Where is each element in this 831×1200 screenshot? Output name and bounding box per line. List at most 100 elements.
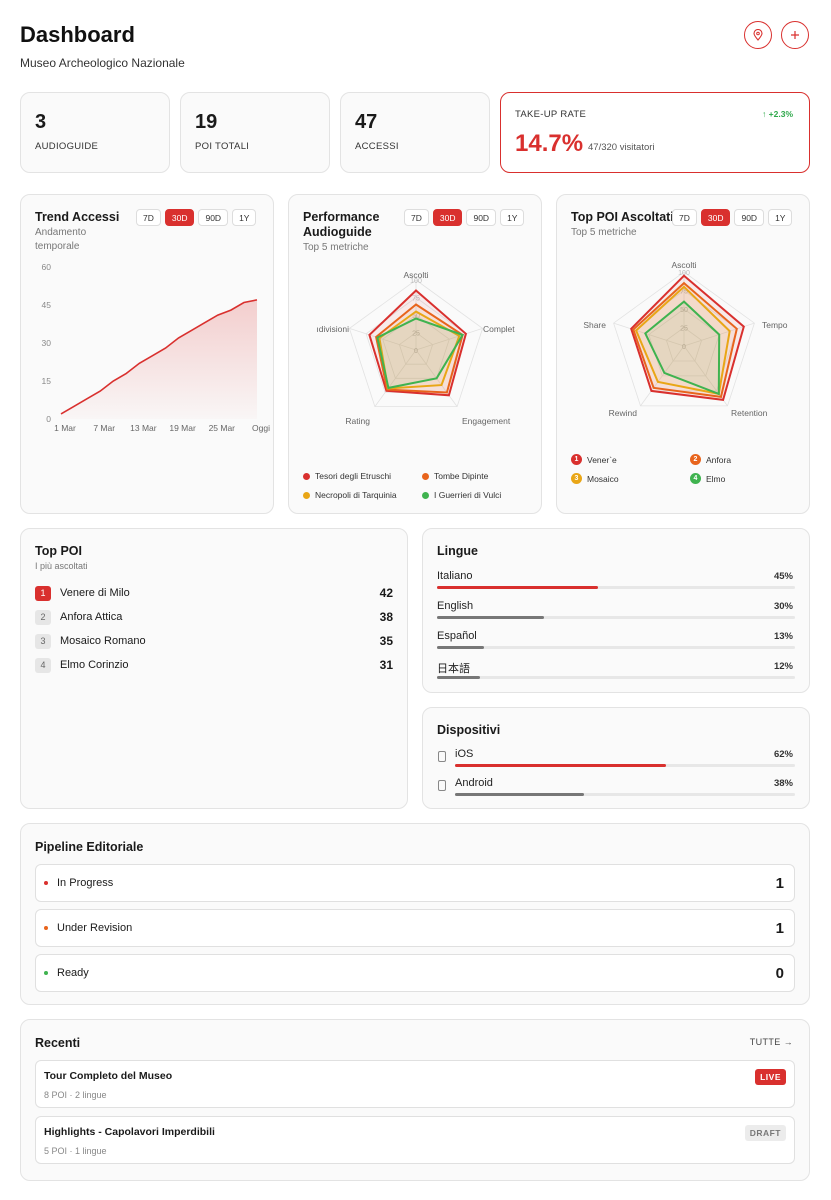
legend-item: I Guerrieri di Vulci: [422, 490, 501, 500]
radar-axis-label: Rating: [345, 416, 370, 426]
range-1y[interactable]: 1Y: [232, 209, 257, 226]
radar-spoke: [613, 322, 685, 347]
device-icon: [438, 751, 446, 762]
legend-item: Tesori degli Etruschi: [303, 471, 391, 481]
recent-meta: 8 POI · 2 lingue: [44, 1090, 107, 1100]
status-dot: [44, 881, 48, 885]
range-selector: 7D 30D 90D 1Y: [672, 209, 793, 226]
kpi-value: 3: [35, 111, 47, 133]
poi-value: 38: [379, 610, 393, 624]
legend-dot: [303, 491, 310, 499]
bar-label: iOS: [455, 748, 474, 760]
add-button[interactable]: [781, 21, 809, 49]
poi-name: Venere di Milo: [60, 587, 130, 599]
kpi-card-accessi: 47 ACCESSI: [340, 92, 490, 173]
kpi-label: ACCESSI: [355, 141, 399, 152]
range-30d[interactable]: 30D: [700, 209, 731, 226]
radar-grid-ring: [613, 271, 755, 407]
poi-row[interactable]: 2 Anfora Attica 38: [35, 608, 393, 626]
recent-item[interactable]: Tour Completo del Museo 8 POI · 2 lingue…: [35, 1060, 795, 1108]
legend-label: Necropoli di Tarquinia: [315, 490, 397, 500]
y-tick-label: 0: [46, 414, 51, 424]
trend-chart: 0 15 30 45 60 1 Mar 7 Mar 13 Mar 19 Mar 25 Mar Ogg…: [42, 262, 271, 433]
progress-fill: [455, 764, 666, 767]
poi-row[interactable]: 1 Venere di Milo 42: [35, 584, 393, 602]
location-button[interactable]: [744, 21, 772, 49]
legend-item: Necropoli di Tarquinia: [303, 490, 397, 500]
top-poi-title: Top POI: [35, 544, 82, 558]
legend-number: 1: [571, 454, 582, 465]
range-90d[interactable]: 90D: [466, 209, 497, 226]
kpi-label: POI TOTALI: [195, 141, 250, 152]
trend-line: [60, 299, 258, 415]
recent-item[interactable]: Highlights - Capolavori Imperdibili 5 PO…: [35, 1116, 795, 1164]
legend-label: Tesori degli Etruschi: [315, 471, 392, 481]
radar-grid-ring: [348, 279, 484, 408]
progress-track: [437, 646, 795, 649]
recent-title: Highlights - Capolavori Imperdibili: [44, 1126, 215, 1138]
range-30d[interactable]: 30D: [432, 209, 463, 226]
radar-tick-label: 0: [414, 348, 418, 355]
trend-card: Trend Accessi Andamento temporale 7D 30D…: [20, 194, 274, 514]
range-7d[interactable]: 7D: [404, 209, 429, 226]
takeup-label: TAKE-UP RATE: [515, 109, 587, 120]
legend-item: 2 Anfora: [690, 454, 731, 465]
status-dot: [44, 971, 48, 975]
radar-tick-label: 50: [680, 307, 688, 314]
poi-row[interactable]: 3 Mosaico Romano 35: [35, 632, 393, 650]
pipeline-label: Under Revision: [57, 922, 133, 934]
pipeline-row-under-revision[interactable]: Under Revision 1: [35, 909, 795, 947]
radar-tick-label: 25: [680, 326, 688, 333]
pipeline-title: Pipeline Editoriale: [35, 840, 144, 854]
poi-row[interactable]: 4 Elmo Corinzio 31: [35, 656, 393, 674]
top-poi-radar-title: Top POI Ascoltati: [571, 210, 674, 224]
legend-label: Anfora: [706, 454, 732, 465]
radar-axis-label: Engagement: [462, 416, 511, 426]
performance-card: Performance Audioguide Top 5 metriche 7D…: [288, 194, 542, 514]
kpi-card-poi: 19 POI TOTALI: [180, 92, 330, 173]
progress-track: [437, 616, 795, 619]
radar-series: [644, 300, 721, 396]
range-1y[interactable]: 1Y: [500, 209, 525, 226]
bar-percent: 30%: [773, 601, 793, 612]
range-7d[interactable]: 7D: [136, 209, 161, 226]
progress-fill: [437, 616, 545, 619]
status-badge-live: LIVE: [755, 1069, 786, 1085]
recenti-title: Recenti: [35, 1036, 81, 1050]
pipeline-row-in-progress[interactable]: In Progress 1: [35, 864, 795, 902]
legend-number: 4: [690, 473, 701, 484]
progress-track: [455, 793, 795, 796]
radar-grid-ring: [665, 327, 703, 362]
radar-axis-label: Retention: [731, 408, 768, 418]
range-7d[interactable]: 7D: [672, 209, 697, 226]
dispositivi-title: Dispositivi: [437, 723, 501, 737]
range-90d[interactable]: 90D: [734, 209, 765, 226]
poi-rank: 1: [35, 585, 51, 601]
legend-dot: [303, 472, 310, 480]
plus-icon: [791, 31, 799, 39]
trend-area: [61, 299, 257, 419]
range-1y[interactable]: 1Y: [768, 209, 793, 226]
x-tick-label: 25 Mar: [209, 423, 236, 433]
legend-label: I Guerrieri di Vulci: [434, 490, 502, 500]
status-badge-draft: DRAFT: [744, 1125, 786, 1141]
poi-value: 42: [379, 586, 393, 600]
pipeline-value: 1: [775, 919, 784, 937]
page-title: Dashboard: [20, 22, 135, 47]
pipeline-row-ready[interactable]: Ready 0: [35, 954, 795, 992]
legend-item: 1 Vener`e: [571, 454, 617, 465]
view-all-link[interactable]: TUTTE →: [749, 1037, 793, 1047]
poi-value: 31: [379, 658, 393, 672]
radar-tick-label: 0: [682, 344, 686, 351]
range-30d[interactable]: 30D: [164, 209, 195, 226]
radar-axis-label: Complet: [483, 324, 515, 334]
top-poi-radar-subtitle: Top 5 metriche: [571, 227, 637, 238]
progress-fill: [455, 793, 585, 796]
bar-percent: 12%: [773, 661, 793, 672]
radar-tick-label: 25: [412, 331, 420, 338]
radar-tick-label: 50: [412, 313, 420, 320]
poi-name: Anfora Attica: [60, 611, 123, 623]
radar-axis-label: Share: [583, 320, 606, 330]
range-90d[interactable]: 90D: [198, 209, 229, 226]
